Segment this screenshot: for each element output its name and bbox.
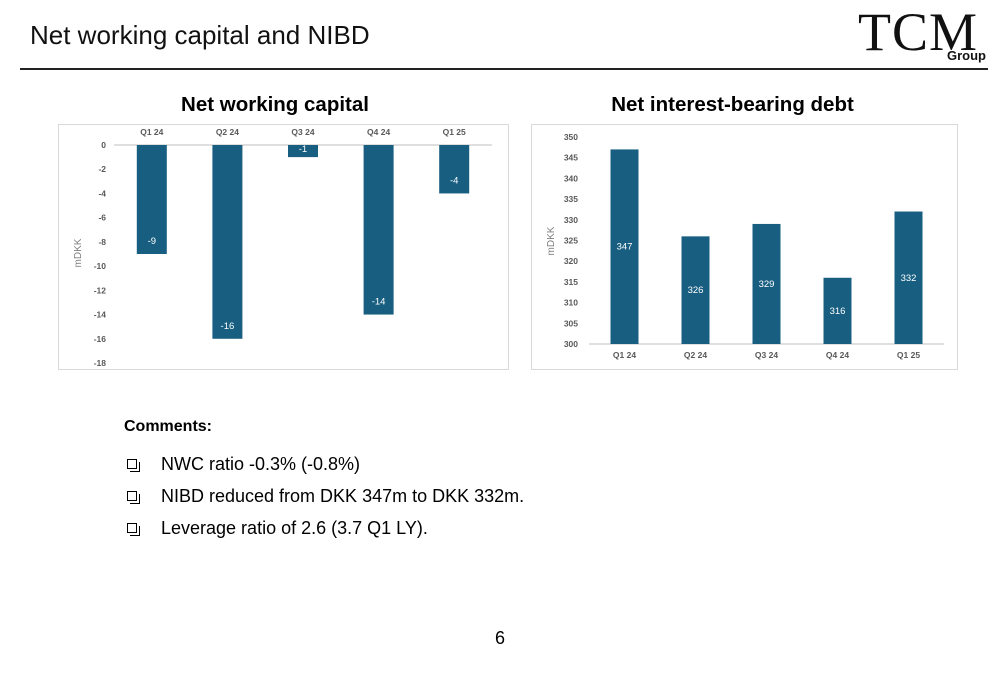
- list-item: Leverage ratio of 2.6 (3.7 Q1 LY).: [124, 512, 524, 544]
- comment-text: Leverage ratio of 2.6 (3.7 Q1 LY).: [161, 517, 428, 538]
- bar: [212, 145, 243, 339]
- bar: [823, 277, 852, 344]
- x-tick-label: Q4 24: [367, 127, 390, 137]
- nibd-chart-title: Net interest-bearing debt: [611, 93, 854, 116]
- x-tick-label: Q3 24: [291, 127, 314, 137]
- comments-heading: Comments:: [124, 418, 213, 435]
- checkbox-bullet-icon: [127, 523, 140, 536]
- y-tick-label: 350: [564, 132, 578, 142]
- y-tick-label: -14: [94, 310, 107, 320]
- list-item: NIBD reduced from DKK 347m to DKK 332m.: [124, 480, 524, 512]
- x-tick-label: Q4 24: [826, 350, 849, 360]
- x-tick-label: Q2 24: [684, 350, 707, 360]
- bar: [752, 223, 781, 344]
- x-tick-label: Q3 24: [755, 350, 778, 360]
- y-tick-label: 300: [564, 339, 578, 349]
- logo-subtext: Group: [947, 48, 986, 63]
- y-tick-label: -10: [94, 261, 107, 271]
- data-label: -16: [221, 321, 235, 332]
- y-tick-label: -6: [98, 213, 106, 223]
- bar: [363, 145, 394, 315]
- y-tick-label: 340: [564, 173, 578, 183]
- data-label: 326: [688, 285, 704, 296]
- y-tick-label: -18: [94, 358, 107, 368]
- y-tick-label: 320: [564, 256, 578, 266]
- x-tick-label: Q1 24: [140, 127, 163, 137]
- y-tick-label: 310: [564, 298, 578, 308]
- checkbox-bullet-icon: [127, 459, 140, 472]
- comments-list: NWC ratio -0.3% (-0.8%) NIBD reduced fro…: [124, 448, 524, 544]
- y-tick-label: 315: [564, 277, 578, 287]
- comment-text: NIBD reduced from DKK 347m to DKK 332m.: [161, 485, 525, 506]
- y-axis-label: mDKK: [73, 238, 84, 267]
- nwc-chart-frame: 0 -2 -4 -6 -8 -10 -12 -14 -16 -18 mDKK -9 Q1 24 -16 Q2…: [58, 124, 509, 370]
- list-item: NWC ratio -0.3% (-0.8%): [124, 448, 524, 480]
- y-tick-label: -16: [94, 334, 107, 344]
- data-label: -14: [372, 297, 386, 308]
- x-tick-label: Q2 24: [216, 127, 239, 137]
- bar: [439, 145, 470, 194]
- y-tick-label: -8: [98, 237, 106, 247]
- bar: [288, 145, 318, 158]
- data-label: -4: [450, 175, 458, 186]
- slide-title: Net working capital and NIBD: [30, 20, 370, 50]
- y-tick-label: 325: [564, 236, 578, 246]
- y-tick-label: -2: [98, 164, 106, 174]
- data-label: 347: [617, 242, 633, 253]
- y-tick-label: 345: [564, 153, 578, 163]
- bar: [136, 145, 167, 254]
- bar: [681, 236, 710, 344]
- x-tick-label: Q1 24: [613, 350, 636, 360]
- page-number: 6: [494, 628, 505, 648]
- nibd-chart-frame: 300 305 310 315 320 325 330 335 340 345 350 mDKK 347…: [531, 124, 958, 370]
- y-tick-label: 0: [101, 140, 106, 150]
- y-axis-label: mDKK: [546, 226, 557, 255]
- comment-text: NWC ratio -0.3% (-0.8%): [161, 453, 361, 474]
- nwc-chart: 0 -2 -4 -6 -8 -10 -12 -14 -16 -18 mDKK -9 Q1 24 -16 Q2…: [73, 127, 492, 368]
- y-tick-label: 330: [564, 215, 578, 225]
- x-tick-label: Q1 25: [897, 350, 920, 360]
- logo-wordmark: TCM: [858, 2, 979, 62]
- data-label: 329: [759, 279, 775, 290]
- data-label: 316: [830, 306, 846, 317]
- y-tick-label: -12: [94, 285, 107, 295]
- y-tick-label: -4: [98, 188, 106, 198]
- company-logo: TCM Group: [858, 2, 988, 68]
- header-divider: [20, 68, 988, 70]
- checkbox-bullet-icon: [127, 491, 140, 504]
- data-label: -1: [299, 144, 307, 155]
- x-tick-label: Q1 25: [443, 127, 466, 137]
- nibd-chart: 300 305 310 315 320 325 330 335 340 345 350 mDKK 347…: [546, 132, 944, 360]
- y-tick-label: 305: [564, 318, 578, 328]
- data-label: 332: [901, 273, 917, 284]
- nwc-chart-title: Net working capital: [181, 93, 369, 116]
- y-tick-label: 335: [564, 194, 578, 204]
- bar: [610, 149, 639, 344]
- bar: [894, 211, 923, 344]
- data-label: -9: [148, 236, 156, 247]
